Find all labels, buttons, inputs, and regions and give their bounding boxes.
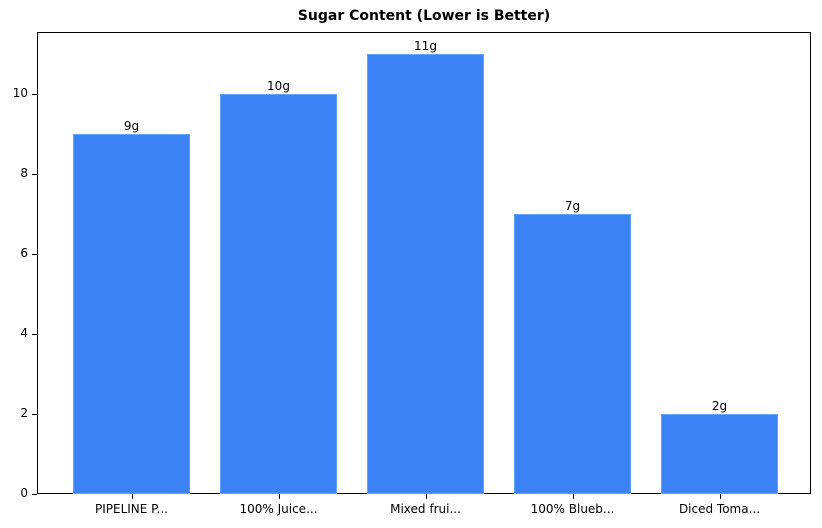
bar bbox=[73, 134, 190, 494]
bar bbox=[661, 414, 778, 494]
bar bbox=[514, 214, 631, 494]
y-tick-label: 6 bbox=[20, 246, 28, 260]
y-tick-label: 0 bbox=[20, 486, 28, 500]
y-tick-label: 2 bbox=[20, 406, 28, 420]
bar bbox=[367, 54, 484, 494]
x-tick bbox=[425, 494, 427, 499]
x-tick-label: PIPELINE P... bbox=[94, 502, 168, 516]
x-tick-label: 100% Juice... bbox=[239, 502, 318, 516]
x-tick-label: 100% Blueb... bbox=[530, 502, 615, 516]
bar-value-label: 11g bbox=[414, 39, 437, 53]
y-tick bbox=[32, 493, 37, 495]
bar-value-label: 10g bbox=[267, 79, 290, 93]
x-tick bbox=[131, 494, 133, 499]
bar bbox=[220, 94, 337, 494]
x-tick bbox=[572, 494, 574, 499]
chart-title: Sugar Content (Lower is Better) bbox=[297, 8, 551, 24]
y-tick bbox=[32, 253, 37, 255]
y-tick bbox=[32, 413, 37, 415]
y-tick-label: 8 bbox=[20, 166, 28, 180]
bar-value-label: 7g bbox=[564, 199, 581, 213]
y-tick bbox=[32, 333, 37, 335]
y-tick-label: 4 bbox=[20, 326, 28, 340]
y-tick bbox=[32, 93, 37, 95]
y-tick-label: 10 bbox=[12, 86, 28, 100]
bar-value-label: 9g bbox=[123, 119, 140, 133]
x-tick-label: Diced Toma... bbox=[678, 502, 761, 516]
y-tick bbox=[32, 173, 37, 175]
x-tick bbox=[719, 494, 721, 499]
x-tick-label: Mixed frui... bbox=[390, 502, 461, 516]
bar-value-label: 2g bbox=[711, 399, 728, 413]
x-tick bbox=[278, 494, 280, 499]
